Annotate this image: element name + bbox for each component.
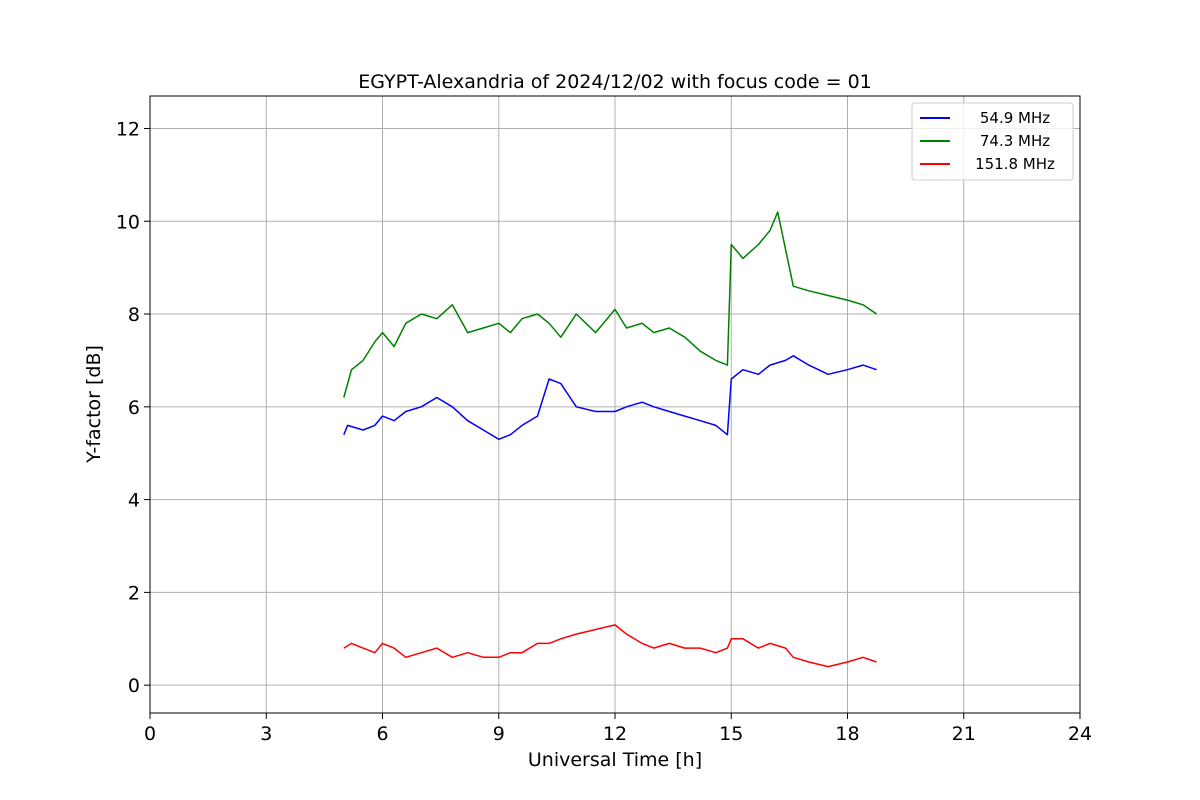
x-tick-label: 3 [260,723,272,745]
series-group [343,211,878,668]
legend-label: 74.3 MHz [980,132,1050,150]
x-tick-label: 6 [376,723,388,745]
x-tick-label: 21 [952,723,976,745]
series-line [343,624,877,668]
x-tick-label: 15 [719,723,743,745]
legend-label: 54.9 MHz [980,109,1050,127]
y-tick-label: 0 [128,675,140,697]
x-tick-label: 9 [493,723,505,745]
y-axis-label: Y-factor [dB] [83,345,105,464]
x-tick-label: 0 [144,723,156,745]
legend-box [911,102,1074,181]
x-tick-label: 12 [603,723,627,745]
y-tick-label: 10 [116,211,140,233]
y-tick-label: 12 [116,118,140,140]
legend: 54.9 MHz 74.3 MHz 151.8 MHz [911,102,1074,181]
y-tick-label: 6 [128,397,140,419]
x-axis-label: Universal Time [h] [528,749,702,771]
chart-title: EGYPT-Alexandria of 2024/12/02 with focu… [358,71,872,93]
y-tick-label: 8 [128,304,140,326]
series-line [343,355,877,441]
x-tick-label: 18 [835,723,859,745]
y-tick-label: 2 [128,582,140,604]
series-line [343,211,878,398]
y-tick-label: 4 [128,490,140,512]
legend-label: 151.8 MHz [975,155,1055,173]
x-tick-label: 24 [1068,723,1092,745]
